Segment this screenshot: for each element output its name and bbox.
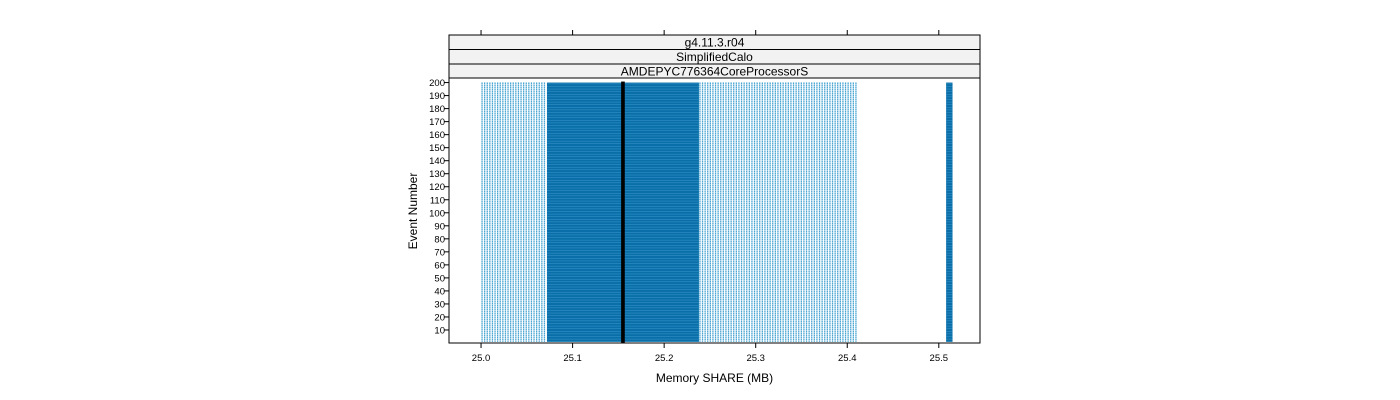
y-tick-label: 40 [434,286,445,297]
y-axis-title: Event Number [406,173,420,250]
y-tick-label: 180 [429,104,445,115]
y-tick-label: 160 [429,130,445,141]
strip-label-1: g4.11.3.r04 [685,36,745,50]
strip-label-3: AMDEPYC776364CoreProcessorS [621,65,808,79]
y-tick-label: 110 [430,195,445,206]
strip-label-2: SimplifiedCalo [676,50,753,64]
x-tick-label: 25.1 [563,353,582,364]
x-tick-label: 25.2 [655,353,674,364]
y-tick-label: 80 [434,234,445,245]
y-tick-label: 120 [429,182,445,193]
series-2 [699,82,857,342]
x-tick-label: 25.3 [746,353,765,364]
y-tick-label: 100 [429,208,445,219]
y-tick-label: 70 [434,247,445,258]
y-tick-label: 130 [429,169,445,180]
y-tick-label: 50 [434,273,445,284]
data-marks [481,81,953,343]
y-tick-label: 20 [434,312,445,323]
y-tick-label: 190 [429,91,445,102]
axes: 25.0 25.1 25.2 25.3 25.4 25.5 10 20 30 40 50 60 70 80… [429,30,948,364]
y-tick-label: 30 [434,299,445,310]
y-tick-label: 200 [429,78,445,89]
y-tick-label: 150 [429,143,445,154]
x-tick-label: 25.4 [838,353,857,364]
dense-band [946,82,953,342]
x-tick-label: 25.0 [472,353,491,364]
series-3 [621,81,625,343]
plot-panel [448,77,981,344]
y-tick-label: 60 [434,260,445,271]
strip-headers: g4.11.3.r04 SimplifiedCalo AMDEPYC776364… [448,34,981,79]
y-tick-label: 170 [429,117,445,128]
y-tick-label: 10 [434,325,445,336]
x-tick-label: 25.5 [930,353,949,364]
y-tick-label: 90 [434,221,445,232]
series-4 [946,82,953,342]
y-tick-label: 140 [429,156,445,167]
x-axis-title: Memory SHARE (MB) [656,371,773,385]
series-0 [481,82,546,342]
solid-band [621,81,625,343]
